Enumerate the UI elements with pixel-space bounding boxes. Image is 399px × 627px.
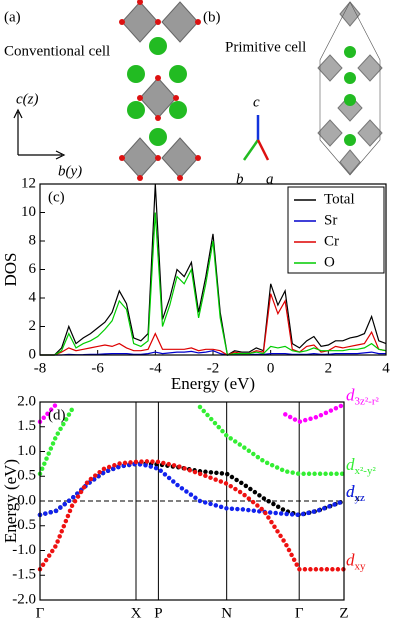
axis-label: b(y): [58, 163, 82, 179]
legend-label: O: [324, 254, 335, 270]
y-tick-label: 2.0: [17, 393, 36, 409]
legend-label: dxy: [346, 550, 366, 572]
x-tick-label: 4: [382, 360, 390, 376]
series-line: [40, 212, 387, 356]
series-line: [37, 404, 347, 477]
y-tick-label: -1.5: [12, 567, 36, 583]
series-line: [37, 402, 347, 425]
x-tick-label: 0: [267, 360, 275, 376]
cell-title: Primitive cell: [225, 39, 306, 55]
conventional-cell: [119, 0, 201, 181]
series-line: [40, 350, 386, 356]
x-tick-label: N: [221, 605, 232, 621]
legend-label: Total: [324, 191, 355, 207]
y-tick-label: 8: [29, 232, 37, 248]
x-tick-label: X: [131, 605, 142, 621]
legend-label: d3z²-r²: [346, 385, 380, 407]
y-axis-label: DOS: [1, 252, 20, 286]
legend-label: Cr: [324, 233, 339, 249]
y-tick-label: 0.0: [17, 492, 36, 508]
vector-label: b: [236, 171, 244, 187]
y-tick-label: -1.0: [12, 542, 36, 558]
y-tick-label: 12: [21, 175, 36, 191]
x-tick-label: 2: [325, 360, 333, 376]
y-tick-label: 6: [29, 261, 37, 277]
series-line: [40, 183, 387, 356]
primitive-cell: [317, 1, 383, 176]
y-tick-label: -2.0: [12, 591, 36, 607]
vector-label: c: [253, 94, 260, 110]
x-tick-label: Z: [339, 605, 348, 621]
vector-arrows: [242, 115, 270, 161]
panel-label: (b): [203, 9, 221, 25]
y-tick-label: 10: [21, 204, 36, 220]
plot-frame: [39, 183, 387, 356]
y-tick-label: -0.5: [12, 517, 36, 533]
x-tick-label: P: [154, 605, 162, 621]
axes-arrows: [13, 108, 66, 160]
x-tick-label: Γ: [36, 605, 45, 621]
y-tick-label: 1.5: [17, 418, 36, 434]
y-tick-label: 2: [29, 318, 37, 334]
y-tick-label: 0: [29, 346, 37, 362]
series-line: [37, 459, 347, 572]
y-axis-label: Energy (eV): [1, 459, 20, 543]
legend-box: [287, 186, 385, 274]
x-tick-label: -8: [34, 360, 47, 376]
cell-title: Conventional cell: [4, 43, 110, 59]
legend-label: Sr: [324, 212, 337, 228]
x-axis-label: Energy (eV): [171, 374, 255, 393]
axis-label: c(z): [16, 91, 39, 107]
x-tick-label: -4: [149, 360, 162, 376]
y-tick-label: 1.0: [17, 443, 36, 459]
x-tick-label: -2: [207, 360, 220, 376]
x-tick-label: Γ: [295, 605, 304, 621]
y-tick-label: 0.5: [17, 468, 36, 484]
plot-frame: [39, 401, 345, 601]
legend-label: dxz: [346, 482, 365, 504]
vector-label: a: [266, 171, 274, 187]
legend-label: dx²-y²: [346, 455, 376, 477]
panel-label: (c): [48, 189, 65, 205]
panel-label: (a): [4, 9, 21, 25]
x-tick-label: -6: [91, 360, 104, 376]
panel-label: (d): [48, 407, 66, 423]
y-tick-label: 4: [29, 289, 37, 305]
legend-label: dyz: [346, 482, 365, 504]
